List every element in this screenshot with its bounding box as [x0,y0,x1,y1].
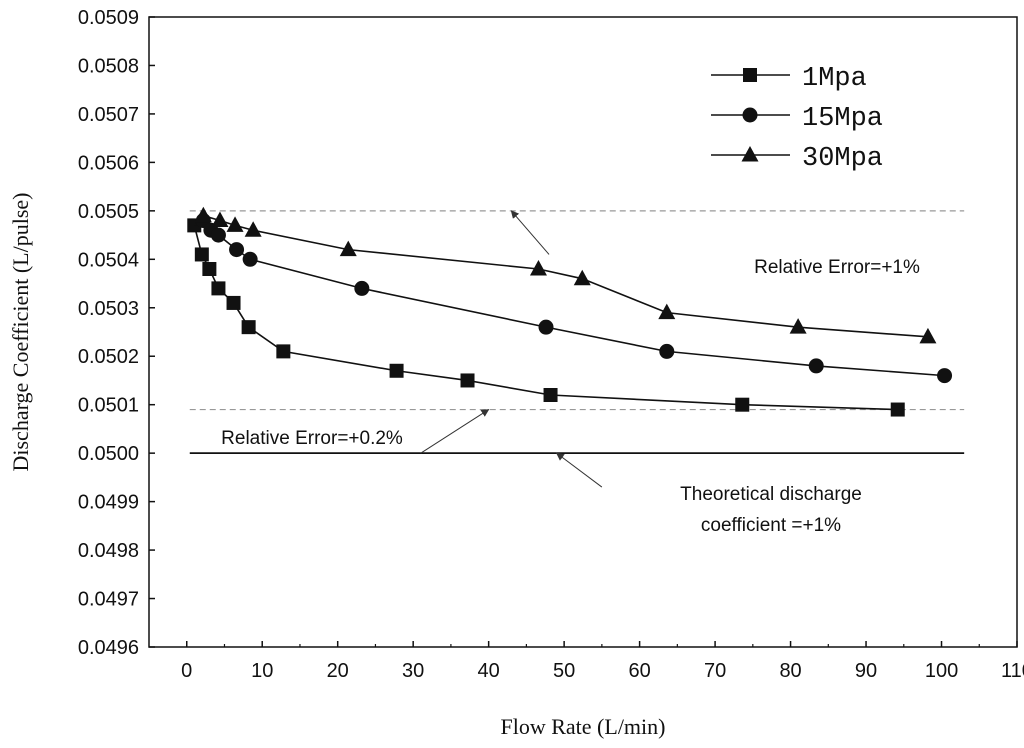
data-point-15mpa [937,368,953,384]
legend-marker [741,146,759,162]
data-point-15mpa [210,227,226,243]
data-point-30mpa [919,327,937,344]
y-tick-label: 0.0508 [78,55,139,77]
annotation-text: Relative Error=+1% [754,257,920,278]
y-tick-label: 0.0501 [78,395,139,417]
data-point-15mpa [538,319,554,335]
annotation-text: Relative Error=+0.2% [221,428,403,449]
y-tick-label: 0.0500 [78,443,139,465]
legend-label: 15Mpa [802,104,883,134]
data-point-30mpa [573,269,591,286]
legend-label: 1Mpa [802,64,867,94]
data-point-1mpa [389,363,404,378]
y-tick-label: 0.0504 [78,249,139,271]
data-point-1mpa [543,388,558,402]
data-point-1mpa [202,262,217,276]
data-point-1mpa [890,402,905,417]
x-tick-label: 30 [402,660,424,682]
y-tick-label: 0.0505 [78,201,139,223]
legend-marker [743,68,757,82]
data-point-1mpa [194,247,209,262]
data-point-1mpa [460,373,475,388]
y-tick-label: 0.0502 [78,346,139,368]
data-point-30mpa [194,206,212,223]
y-tick-label: 0.0509 [78,7,139,29]
y-tick-label: 0.0499 [78,492,139,514]
x-tick-label: 20 [327,660,349,682]
data-point-1mpa [211,281,226,296]
series-line-1mpa [193,225,898,411]
y-tick-label: 0.0503 [78,298,139,320]
x-tick-label: 50 [553,660,575,682]
x-tick-label: 100 [925,660,958,682]
y-tick-label: 0.0496 [78,637,139,659]
data-point-1mpa [735,397,750,412]
series-line-15mpa [193,219,945,377]
data-point-15mpa [659,343,675,359]
reference-lines [189,210,965,455]
data-point-15mpa [242,251,258,267]
data-point-1mpa [276,344,291,359]
x-tick-label: 40 [478,660,500,682]
annotation-arrow [555,452,603,488]
data-point-30mpa [529,260,547,276]
legend-label: 30Mpa [802,144,883,174]
y-tick-label: 0.0506 [78,152,139,174]
annotation-arrow [420,409,490,454]
data-point-15mpa [354,280,370,296]
x-axis-title: Flow Rate (L/min) [501,714,666,739]
data-point-1mpa [241,320,256,335]
x-tick-label: 80 [779,660,801,682]
data-point-30mpa [244,221,262,237]
series-line-30mpa [203,214,928,338]
data-point-30mpa [226,216,244,232]
x-tick-label: 60 [628,660,650,682]
x-tick-label: 110 [1001,660,1024,682]
y-axis-title: Discharge Coefficient (L/pulse) [8,193,33,472]
annotations: Relative Error=+1% Relative Error=+0.2% Th… [221,210,920,536]
data-point-15mpa [808,358,824,374]
data-point-15mpa [229,242,245,258]
annotation-text: coefficient =+1% [701,515,841,536]
y-tick-label: 0.0507 [78,104,139,126]
data-point-1mpa [226,295,241,310]
x-axis-ticks: 0 10 20 30 40 50 60 70 80 90 100 110 [181,641,1024,682]
annotation-arrow [510,210,550,255]
data-point-30mpa [339,240,357,257]
y-tick-label: 0.0498 [78,540,139,562]
data-point-30mpa [211,211,229,228]
x-tick-label: 0 [181,660,192,682]
x-tick-label: 90 [855,660,877,682]
x-tick-label: 10 [251,660,273,682]
legend-marker [742,107,758,123]
data-point-30mpa [789,318,807,334]
plot-frame [148,16,1018,648]
y-axis-ticks: 0.0496 0.0497 0.0498 0.0499 0.0500 0.0501 0.05… [78,7,155,659]
series-layer [187,206,953,417]
legend: 1Mpa 15Mpa 30Mpa [711,64,883,174]
data-point-30mpa [658,303,676,320]
annotation-text: Theoretical discharge [680,484,862,505]
y-tick-label: 0.0497 [78,589,139,611]
x-tick-label: 70 [704,660,726,682]
